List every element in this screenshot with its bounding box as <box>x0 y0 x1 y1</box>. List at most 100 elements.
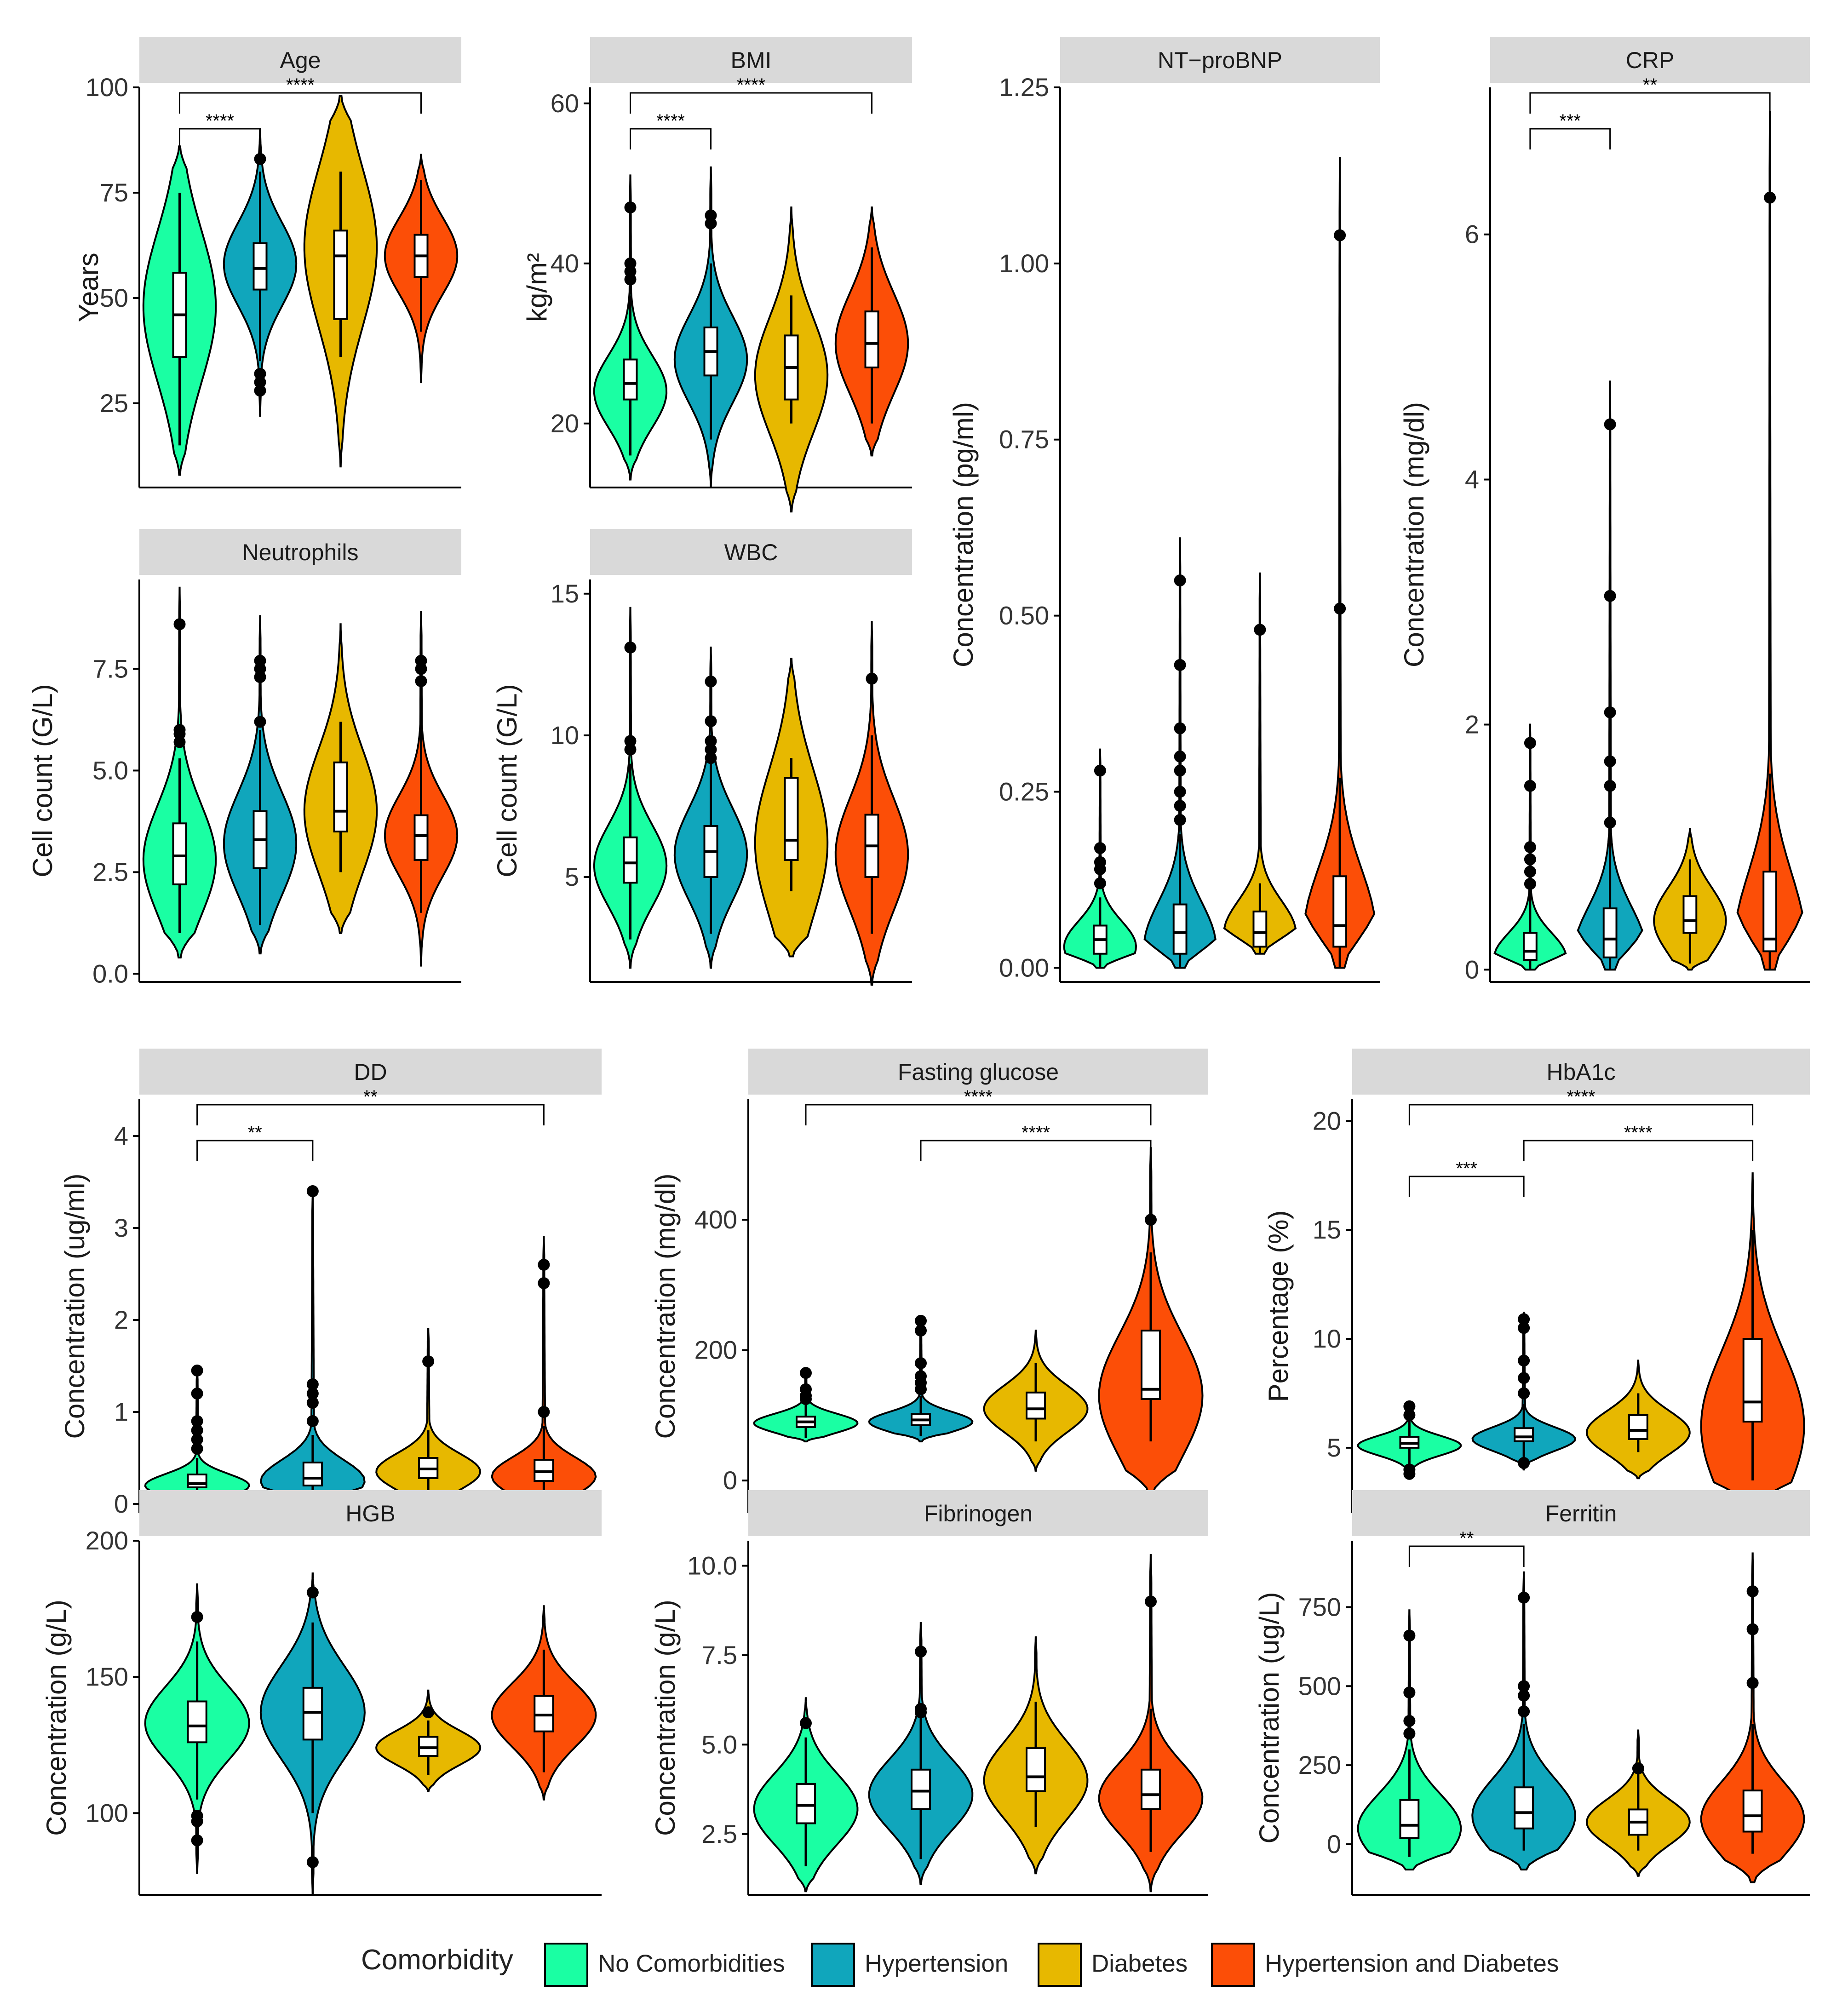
violin-diabetes <box>303 95 378 468</box>
y-tick-label: 2.5 <box>701 1819 737 1848</box>
outlier-point <box>1518 1372 1530 1384</box>
y-axis-label: Percentage (%) <box>1263 1210 1294 1402</box>
outlier-point <box>1174 574 1186 587</box>
y-axis-label: Concentration (mg/dl) <box>650 1174 681 1439</box>
legend-key-diabetes <box>1038 1943 1082 1987</box>
box-iqr <box>302 1462 323 1486</box>
outlier-point <box>254 376 266 389</box>
bracket-line <box>196 1104 545 1125</box>
y-axis-label: Concentration (pg/ml) <box>948 402 979 667</box>
y-tick-label: 40 <box>551 249 579 278</box>
y-tick-label: 2 <box>114 1305 128 1334</box>
strip-title: CRP <box>1626 47 1675 73</box>
violin-hypertension <box>1471 1571 1577 1870</box>
y-tick-label: 20 <box>551 409 579 438</box>
y-tick-label: 2.5 <box>92 857 128 886</box>
box-iqr <box>413 814 429 861</box>
significance-bracket: **** <box>179 75 422 114</box>
violin-diabetes <box>1585 1729 1691 1877</box>
box-iqr <box>1141 1330 1161 1400</box>
violin-diabetes <box>375 1689 482 1792</box>
box-iqr <box>253 242 268 291</box>
outlier-point <box>866 672 878 685</box>
outlier-point <box>1403 1629 1416 1642</box>
bracket-line <box>179 92 422 114</box>
y-tick-label: 5 <box>1327 1433 1341 1462</box>
y-axis-label: Concentration (g/L) <box>650 1600 681 1836</box>
y-tick-label: 0.50 <box>999 601 1049 630</box>
y-axis-label: Concentration (mg/dl) <box>1399 402 1429 667</box>
y-tick-label: 75 <box>100 178 128 207</box>
significance-bracket: *** <box>1529 111 1611 149</box>
violin-no-comorbidities <box>1063 748 1137 969</box>
bracket-line <box>1529 128 1611 149</box>
outlier-point <box>705 735 717 747</box>
strip-header <box>139 1490 602 1536</box>
violin-shape <box>1304 157 1376 969</box>
outlier-point <box>1524 780 1536 792</box>
strip-title: Age <box>280 47 321 73</box>
violin-hypertension-and-diabetes <box>384 154 459 384</box>
violin-shape <box>1357 1609 1462 1870</box>
box-iqr <box>1682 895 1698 934</box>
legend-key-hypertension <box>811 1943 855 1987</box>
box-iqr <box>796 1783 816 1824</box>
significance-bracket: **** <box>805 1087 1152 1125</box>
y-tick-label: 200 <box>694 1336 737 1365</box>
outlier-point <box>915 1370 927 1382</box>
box-iqr <box>1172 903 1188 955</box>
outlier-point <box>915 1646 927 1658</box>
legend-label-diabetes: Diabetes <box>1091 1950 1188 1977</box>
box-iqr <box>623 358 638 401</box>
violin-diabetes <box>754 207 829 513</box>
violin-hypertension <box>223 128 298 417</box>
significance-bracket: ** <box>1529 75 1771 114</box>
strip-title: BMI <box>731 47 772 73</box>
significance-label: ** <box>363 1087 378 1107</box>
outlier-point <box>191 1434 203 1446</box>
outlier-point <box>1094 764 1106 777</box>
box-iqr <box>333 761 348 832</box>
outlier-point <box>1604 590 1616 602</box>
violin-shape <box>1700 1552 1805 1883</box>
outlier-point <box>1094 856 1106 868</box>
y-tick-label: 3 <box>114 1213 128 1242</box>
significance-bracket: **** <box>920 1123 1152 1161</box>
significance-bracket: ** <box>196 1087 545 1125</box>
violin-shape <box>375 1328 482 1509</box>
outlier-point <box>1403 1400 1416 1412</box>
panel-wbc: WBC 5 10 15 Cell count (G/L) <box>492 529 912 986</box>
outlier-point <box>1518 1322 1530 1334</box>
box-iqr <box>1141 1768 1161 1810</box>
box-iqr <box>187 1700 207 1744</box>
outlier-point <box>1174 659 1186 671</box>
y-tick-label: 0.25 <box>999 777 1049 806</box>
outlier-point <box>1174 764 1186 777</box>
significance-label: ** <box>1459 1528 1474 1549</box>
strip-header <box>748 1049 1208 1095</box>
violin-shape <box>1223 572 1297 955</box>
outlier-point <box>624 743 637 756</box>
strip-title: HbA1c <box>1546 1059 1615 1085</box>
box-iqr <box>1742 1790 1763 1833</box>
violin-no-comorbidities <box>593 174 668 481</box>
violin-no-comorbidities <box>1357 1400 1462 1480</box>
outlier-point <box>1746 1585 1759 1597</box>
outlier-point <box>915 1357 927 1370</box>
violin-no-comorbidities <box>144 1583 250 1874</box>
outlier-point <box>800 1367 812 1379</box>
strip-header <box>590 37 912 83</box>
box-iqr <box>1514 1786 1534 1830</box>
significance-label: **** <box>737 75 765 95</box>
y-tick-label: 4 <box>1465 465 1479 494</box>
outlier-point <box>306 1415 319 1427</box>
outlier-point <box>705 752 717 764</box>
strip-title: Fasting glucose <box>898 1059 1059 1085</box>
strip-header <box>1352 1490 1810 1536</box>
strip-title: HGB <box>345 1501 395 1526</box>
violin-diabetes <box>754 658 829 958</box>
panel-dd: DD 0 1 2 3 4 Concentration (ug/ml) ** ** <box>59 1049 602 1518</box>
